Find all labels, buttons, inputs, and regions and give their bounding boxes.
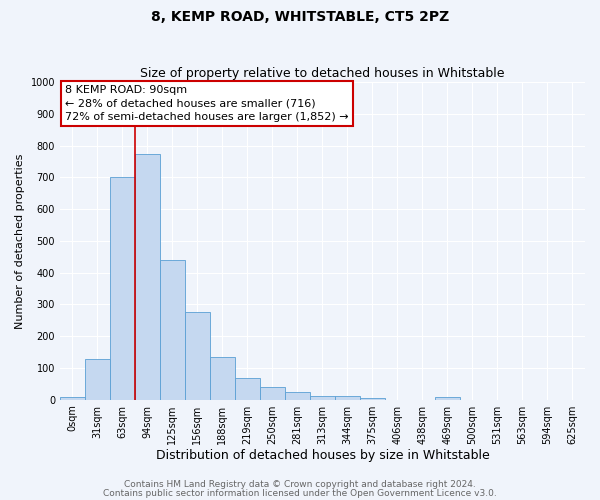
Bar	[235, 378, 260, 400]
X-axis label: Distribution of detached houses by size in Whitstable: Distribution of detached houses by size …	[155, 450, 490, 462]
Title: Size of property relative to detached houses in Whitstable: Size of property relative to detached ho…	[140, 66, 505, 80]
Text: Contains public sector information licensed under the Open Government Licence v3: Contains public sector information licen…	[103, 489, 497, 498]
Text: 8, KEMP ROAD, WHITSTABLE, CT5 2PZ: 8, KEMP ROAD, WHITSTABLE, CT5 2PZ	[151, 10, 449, 24]
Bar	[435, 397, 460, 400]
Bar	[260, 387, 285, 400]
Bar	[335, 396, 360, 400]
Bar	[135, 154, 160, 400]
Bar	[160, 260, 185, 400]
Bar	[185, 312, 210, 400]
Bar	[310, 396, 335, 400]
Text: 8 KEMP ROAD: 90sqm
← 28% of detached houses are smaller (716)
72% of semi-detach: 8 KEMP ROAD: 90sqm ← 28% of detached hou…	[65, 85, 349, 122]
Bar	[110, 178, 135, 400]
Text: Contains HM Land Registry data © Crown copyright and database right 2024.: Contains HM Land Registry data © Crown c…	[124, 480, 476, 489]
Bar	[210, 358, 235, 400]
Bar	[85, 360, 110, 400]
Bar	[360, 398, 385, 400]
Bar	[60, 397, 85, 400]
Bar	[285, 392, 310, 400]
Y-axis label: Number of detached properties: Number of detached properties	[15, 153, 25, 328]
